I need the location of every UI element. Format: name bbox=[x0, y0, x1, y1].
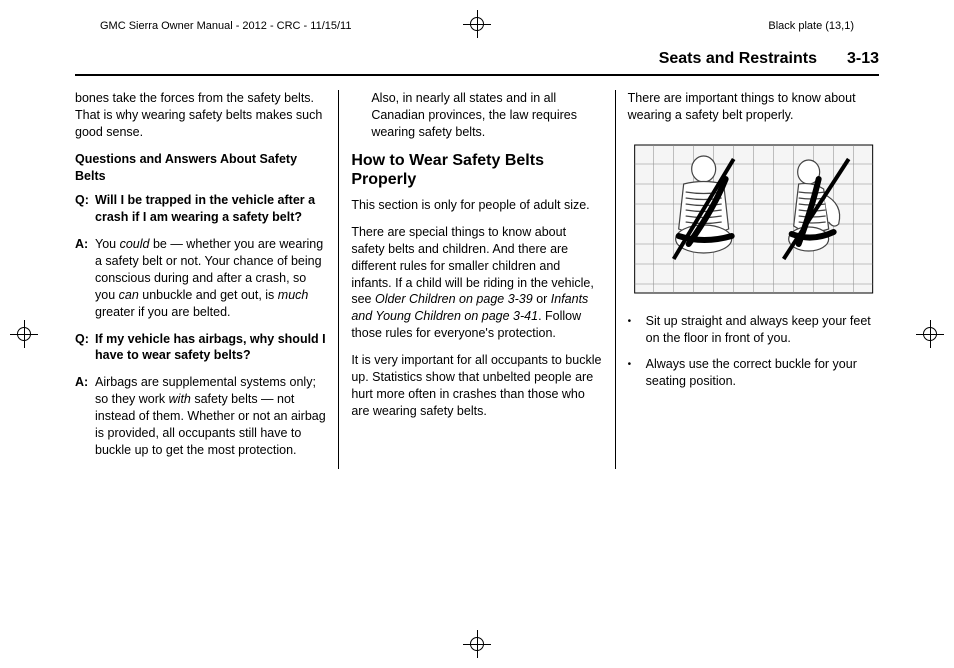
bullet-icon: • bbox=[628, 356, 646, 390]
page-content: Seats and Restraints 3-13 bones take the… bbox=[75, 50, 879, 618]
page-number: 3-13 bbox=[847, 50, 879, 68]
plate-info: Black plate (13,1) bbox=[768, 20, 854, 32]
q-label: Q: bbox=[75, 192, 95, 226]
registration-mark-bottom bbox=[463, 630, 491, 658]
bullet-2: • Always use the correct buckle for your… bbox=[628, 356, 879, 390]
a-label: A: bbox=[75, 374, 95, 458]
q-label: Q: bbox=[75, 331, 95, 365]
bullet-text: Sit up straight and always keep your fee… bbox=[646, 313, 879, 347]
column-2: Also, in nearly all states and in all Ca… bbox=[339, 90, 615, 469]
bullet-text: Always use the correct buckle for your s… bbox=[646, 356, 879, 390]
a-text: Airbags are supplemental systems only; s… bbox=[95, 374, 326, 458]
col3-p1: There are important things to know about… bbox=[628, 90, 879, 124]
registration-mark-top bbox=[463, 10, 491, 38]
answer-2: A: Airbags are supplemental systems only… bbox=[75, 374, 326, 458]
col2-p1: Also, in nearly all states and in all Ca… bbox=[351, 90, 602, 141]
how-to-heading: How to Wear Safety Belts Properly bbox=[351, 151, 602, 189]
question-2: Q: If my vehicle has airbags, why should… bbox=[75, 331, 326, 365]
bullet-1: • Sit up straight and always keep your f… bbox=[628, 313, 879, 347]
page-header: Seats and Restraints 3-13 bbox=[75, 50, 879, 76]
qa-heading: Questions and Answers About Safety Belts bbox=[75, 151, 326, 185]
registration-mark-left bbox=[10, 320, 38, 348]
answer-1: A: You could be — whether you are wearin… bbox=[75, 236, 326, 320]
intro-para: bones take the forces from the safety be… bbox=[75, 90, 326, 141]
manual-title: GMC Sierra Owner Manual - 2012 - CRC - 1… bbox=[100, 20, 351, 32]
question-1: Q: Will I be trapped in the vehicle afte… bbox=[75, 192, 326, 226]
a-label: A: bbox=[75, 236, 95, 320]
a-text: You could be — whether you are wearing a… bbox=[95, 236, 326, 320]
column-3: There are important things to know about… bbox=[616, 90, 879, 469]
content-columns: bones take the forces from the safety be… bbox=[75, 90, 879, 469]
col2-p2: This section is only for people of adult… bbox=[351, 197, 602, 214]
col2-p4: It is very important for all occupants t… bbox=[351, 352, 602, 420]
column-1: bones take the forces from the safety be… bbox=[75, 90, 339, 469]
q-text: If my vehicle has airbags, why should I … bbox=[95, 331, 326, 365]
bullet-icon: • bbox=[628, 313, 646, 347]
registration-mark-right bbox=[916, 320, 944, 348]
q-text: Will I be trapped in the vehicle after a… bbox=[95, 192, 326, 226]
col2-p3: There are special things to know about s… bbox=[351, 224, 602, 342]
safety-belt-figure bbox=[628, 144, 879, 294]
section-title: Seats and Restraints bbox=[659, 50, 817, 68]
